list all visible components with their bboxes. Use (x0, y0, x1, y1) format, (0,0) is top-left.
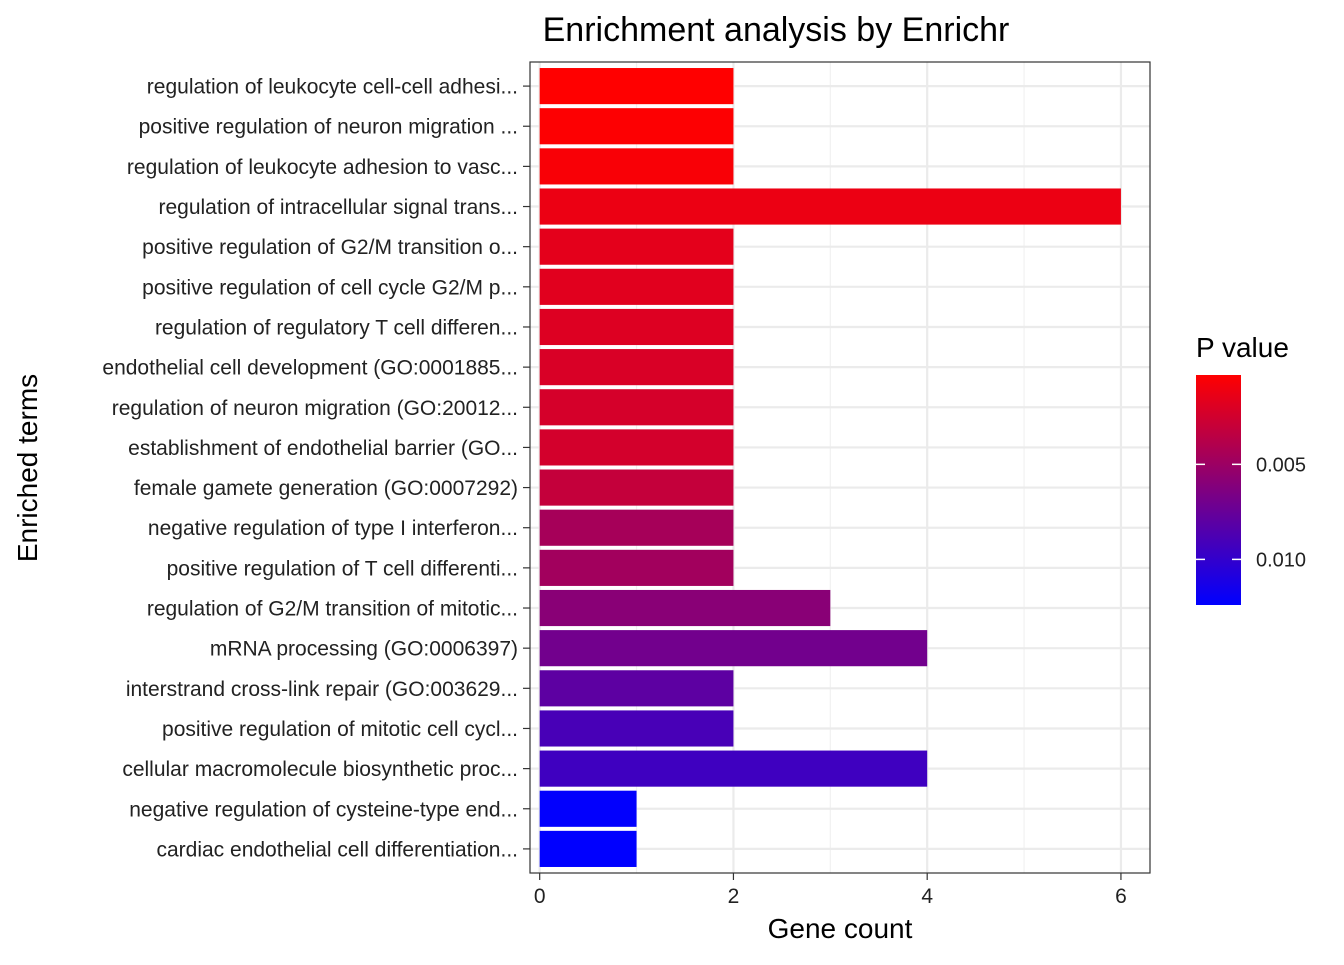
bar (539, 389, 734, 426)
x-tick-label: 4 (921, 885, 933, 908)
y-tick-label: cardiac endothelial cell differentiation… (156, 838, 518, 861)
bar (539, 790, 637, 827)
bar (539, 670, 734, 707)
legend-colorbar (1196, 375, 1241, 605)
y-tick-label: mRNA processing (GO:0006397) (210, 638, 518, 661)
y-tick-label: female gamete generation (GO:0007292) (134, 477, 518, 500)
bar (539, 549, 734, 586)
y-tick-label: interstrand cross-link repair (GO:003629… (126, 678, 518, 701)
y-axis: regulation of leukocyte cell-cell adhesi… (102, 76, 530, 861)
y-tick-label: regulation of neuron migration (GO:20012… (112, 397, 518, 420)
x-tick-label: 6 (1115, 885, 1127, 908)
bar (539, 108, 734, 145)
bar (539, 308, 734, 346)
y-axis-title: Enriched terms (12, 374, 43, 562)
x-tick-label: 0 (534, 885, 546, 908)
y-tick-label: regulation of G2/M transition of mitotic… (147, 598, 518, 621)
bar (539, 429, 734, 466)
y-tick-label: regulation of leukocyte cell-cell adhesi… (147, 76, 518, 99)
bars (539, 68, 1121, 867)
y-tick-label: positive regulation of cell cycle G2/M p… (142, 276, 518, 299)
y-tick-label: regulation of regulatory T cell differen… (155, 316, 518, 339)
legend: P value 0.005 0.010 (1196, 332, 1306, 605)
plot-area (529, 61, 1151, 874)
bar (539, 830, 637, 867)
y-tick-label: negative regulation of cysteine-type end… (129, 798, 518, 821)
bar (539, 228, 734, 265)
y-tick-label: positive regulation of T cell differenti… (167, 557, 518, 580)
chart-title: Enrichment analysis by Enrichr (543, 11, 1010, 49)
legend-tick-label: 0.010 (1256, 549, 1306, 571)
y-tick-label: endothelial cell development (GO:0001885… (102, 357, 518, 380)
x-axis-title: Gene count (768, 913, 913, 944)
bar (539, 509, 734, 546)
bar (539, 630, 928, 667)
y-tick-label: positive regulation of G2/M transition o… (142, 236, 518, 259)
bar (539, 750, 928, 787)
y-tick-label: negative regulation of type I interferon… (148, 517, 518, 540)
bar (539, 148, 734, 185)
x-tick-label: 2 (728, 885, 740, 908)
bar (539, 268, 734, 305)
plot-border (529, 61, 1151, 874)
bar (539, 68, 734, 105)
y-tick-label: positive regulation of neuron migration … (139, 116, 518, 139)
legend-ticks: 0.005 0.010 (1196, 454, 1306, 571)
y-tick-label: cellular macromolecule biosynthetic proc… (122, 758, 518, 781)
legend-tick-label: 0.005 (1256, 454, 1306, 476)
y-tick-label: regulation of intracellular signal trans… (158, 196, 518, 219)
y-tick-label: positive regulation of mitotic cell cycl… (162, 718, 518, 741)
bar (539, 710, 734, 747)
y-tick-label: regulation of leukocyte adhesion to vasc… (127, 156, 518, 179)
bar (539, 188, 1121, 225)
legend-title: P value (1196, 332, 1289, 363)
bar (539, 469, 734, 506)
bar (539, 589, 831, 627)
bar (539, 349, 734, 386)
y-tick-label: establishment of endothelial barrier (GO… (128, 437, 518, 460)
x-axis: 0 2 4 6 (534, 873, 1127, 908)
